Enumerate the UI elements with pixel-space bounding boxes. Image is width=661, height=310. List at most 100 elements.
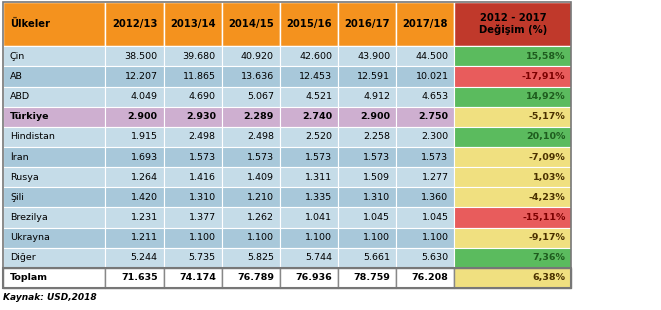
Text: 5.067: 5.067	[247, 92, 274, 101]
Bar	[3, 147, 106, 167]
Text: 1.210: 1.210	[247, 193, 274, 202]
Text: 1.573: 1.573	[188, 153, 215, 162]
Text: 12.591: 12.591	[358, 72, 390, 81]
Text: 12.207: 12.207	[125, 72, 157, 81]
Text: Çin: Çin	[10, 52, 25, 61]
Text: -5,17%: -5,17%	[529, 112, 565, 121]
Bar	[280, 2, 338, 46]
Text: -15,11%: -15,11%	[522, 213, 565, 222]
Text: Toplam: Toplam	[10, 273, 48, 282]
Text: 5.735: 5.735	[188, 253, 215, 262]
Text: 2.930: 2.930	[186, 112, 215, 121]
Bar	[338, 127, 397, 147]
Bar	[106, 228, 164, 248]
Bar	[397, 268, 455, 288]
Text: 5.744: 5.744	[305, 253, 332, 262]
Text: 5.661: 5.661	[364, 253, 390, 262]
Bar	[455, 147, 572, 167]
Bar	[3, 207, 106, 228]
Text: 1.573: 1.573	[421, 153, 448, 162]
Bar	[338, 207, 397, 228]
Bar	[338, 66, 397, 86]
Text: ABD: ABD	[10, 92, 30, 101]
Text: 2016/17: 2016/17	[344, 19, 390, 29]
Bar	[164, 66, 222, 86]
Bar	[106, 268, 164, 288]
Bar	[338, 167, 397, 187]
Text: 1.573: 1.573	[363, 153, 390, 162]
Bar	[397, 2, 455, 46]
Text: 1.231: 1.231	[130, 213, 157, 222]
Text: 15,58%: 15,58%	[526, 52, 565, 61]
Bar	[106, 46, 164, 66]
Text: 10.021: 10.021	[416, 72, 448, 81]
Bar	[222, 86, 280, 107]
Text: 4.690: 4.690	[189, 92, 215, 101]
Text: 2014/15: 2014/15	[228, 19, 274, 29]
Text: 4.521: 4.521	[305, 92, 332, 101]
Bar	[222, 127, 280, 147]
Bar	[397, 147, 455, 167]
Text: 39.680: 39.680	[182, 52, 215, 61]
Text: -17,91%: -17,91%	[522, 72, 565, 81]
Bar	[397, 228, 455, 248]
Text: 14,92%: 14,92%	[526, 92, 565, 101]
Text: 44.500: 44.500	[416, 52, 448, 61]
Text: 1.360: 1.360	[421, 193, 448, 202]
Text: 1.264: 1.264	[131, 173, 157, 182]
Text: Rusya: Rusya	[10, 173, 39, 182]
Bar	[164, 207, 222, 228]
Bar	[3, 248, 106, 268]
Text: 20,10%: 20,10%	[526, 132, 565, 141]
Bar	[455, 167, 572, 187]
Bar	[106, 167, 164, 187]
Bar	[397, 187, 455, 207]
Text: 12.453: 12.453	[299, 72, 332, 81]
Text: 4.912: 4.912	[364, 92, 390, 101]
Bar	[280, 127, 338, 147]
Bar	[3, 268, 572, 288]
Text: 1.100: 1.100	[422, 233, 448, 242]
Text: Kaynak: USD,2018: Kaynak: USD,2018	[3, 293, 97, 302]
Text: 42.600: 42.600	[299, 52, 332, 61]
Text: 1.377: 1.377	[188, 213, 215, 222]
Bar	[222, 187, 280, 207]
Text: 76.936: 76.936	[295, 273, 332, 282]
Bar	[338, 268, 397, 288]
Text: 6,38%: 6,38%	[533, 273, 565, 282]
Bar	[164, 248, 222, 268]
Text: 2012 - 2017
Değişim (%): 2012 - 2017 Değişim (%)	[479, 13, 547, 35]
Text: 1.573: 1.573	[247, 153, 274, 162]
Bar	[455, 187, 572, 207]
Bar	[338, 228, 397, 248]
Text: Ukrayna: Ukrayna	[10, 233, 50, 242]
Text: 1.409: 1.409	[247, 173, 274, 182]
Bar	[338, 46, 397, 66]
Bar	[3, 127, 106, 147]
Text: Brezilya: Brezilya	[10, 213, 48, 222]
Text: -9,17%: -9,17%	[529, 233, 565, 242]
Text: Ülkeler: Ülkeler	[10, 19, 50, 29]
Text: 1.262: 1.262	[247, 213, 274, 222]
Bar	[222, 228, 280, 248]
Text: 1.310: 1.310	[363, 193, 390, 202]
Bar	[3, 228, 106, 248]
Text: 1.100: 1.100	[189, 233, 215, 242]
Bar	[397, 127, 455, 147]
Bar	[280, 228, 338, 248]
Text: 2.900: 2.900	[128, 112, 157, 121]
Text: 1.100: 1.100	[247, 233, 274, 242]
Bar	[338, 187, 397, 207]
Bar	[3, 268, 106, 288]
Bar	[280, 268, 338, 288]
Bar	[164, 268, 222, 288]
Bar	[280, 46, 338, 66]
Bar	[455, 66, 572, 86]
Text: Hindistan: Hindistan	[10, 132, 55, 141]
Text: 1.915: 1.915	[131, 132, 157, 141]
Text: 2.289: 2.289	[244, 112, 274, 121]
Text: 1.211: 1.211	[131, 233, 157, 242]
Text: 4.049: 4.049	[131, 92, 157, 101]
Bar	[3, 2, 572, 288]
Bar	[222, 147, 280, 167]
